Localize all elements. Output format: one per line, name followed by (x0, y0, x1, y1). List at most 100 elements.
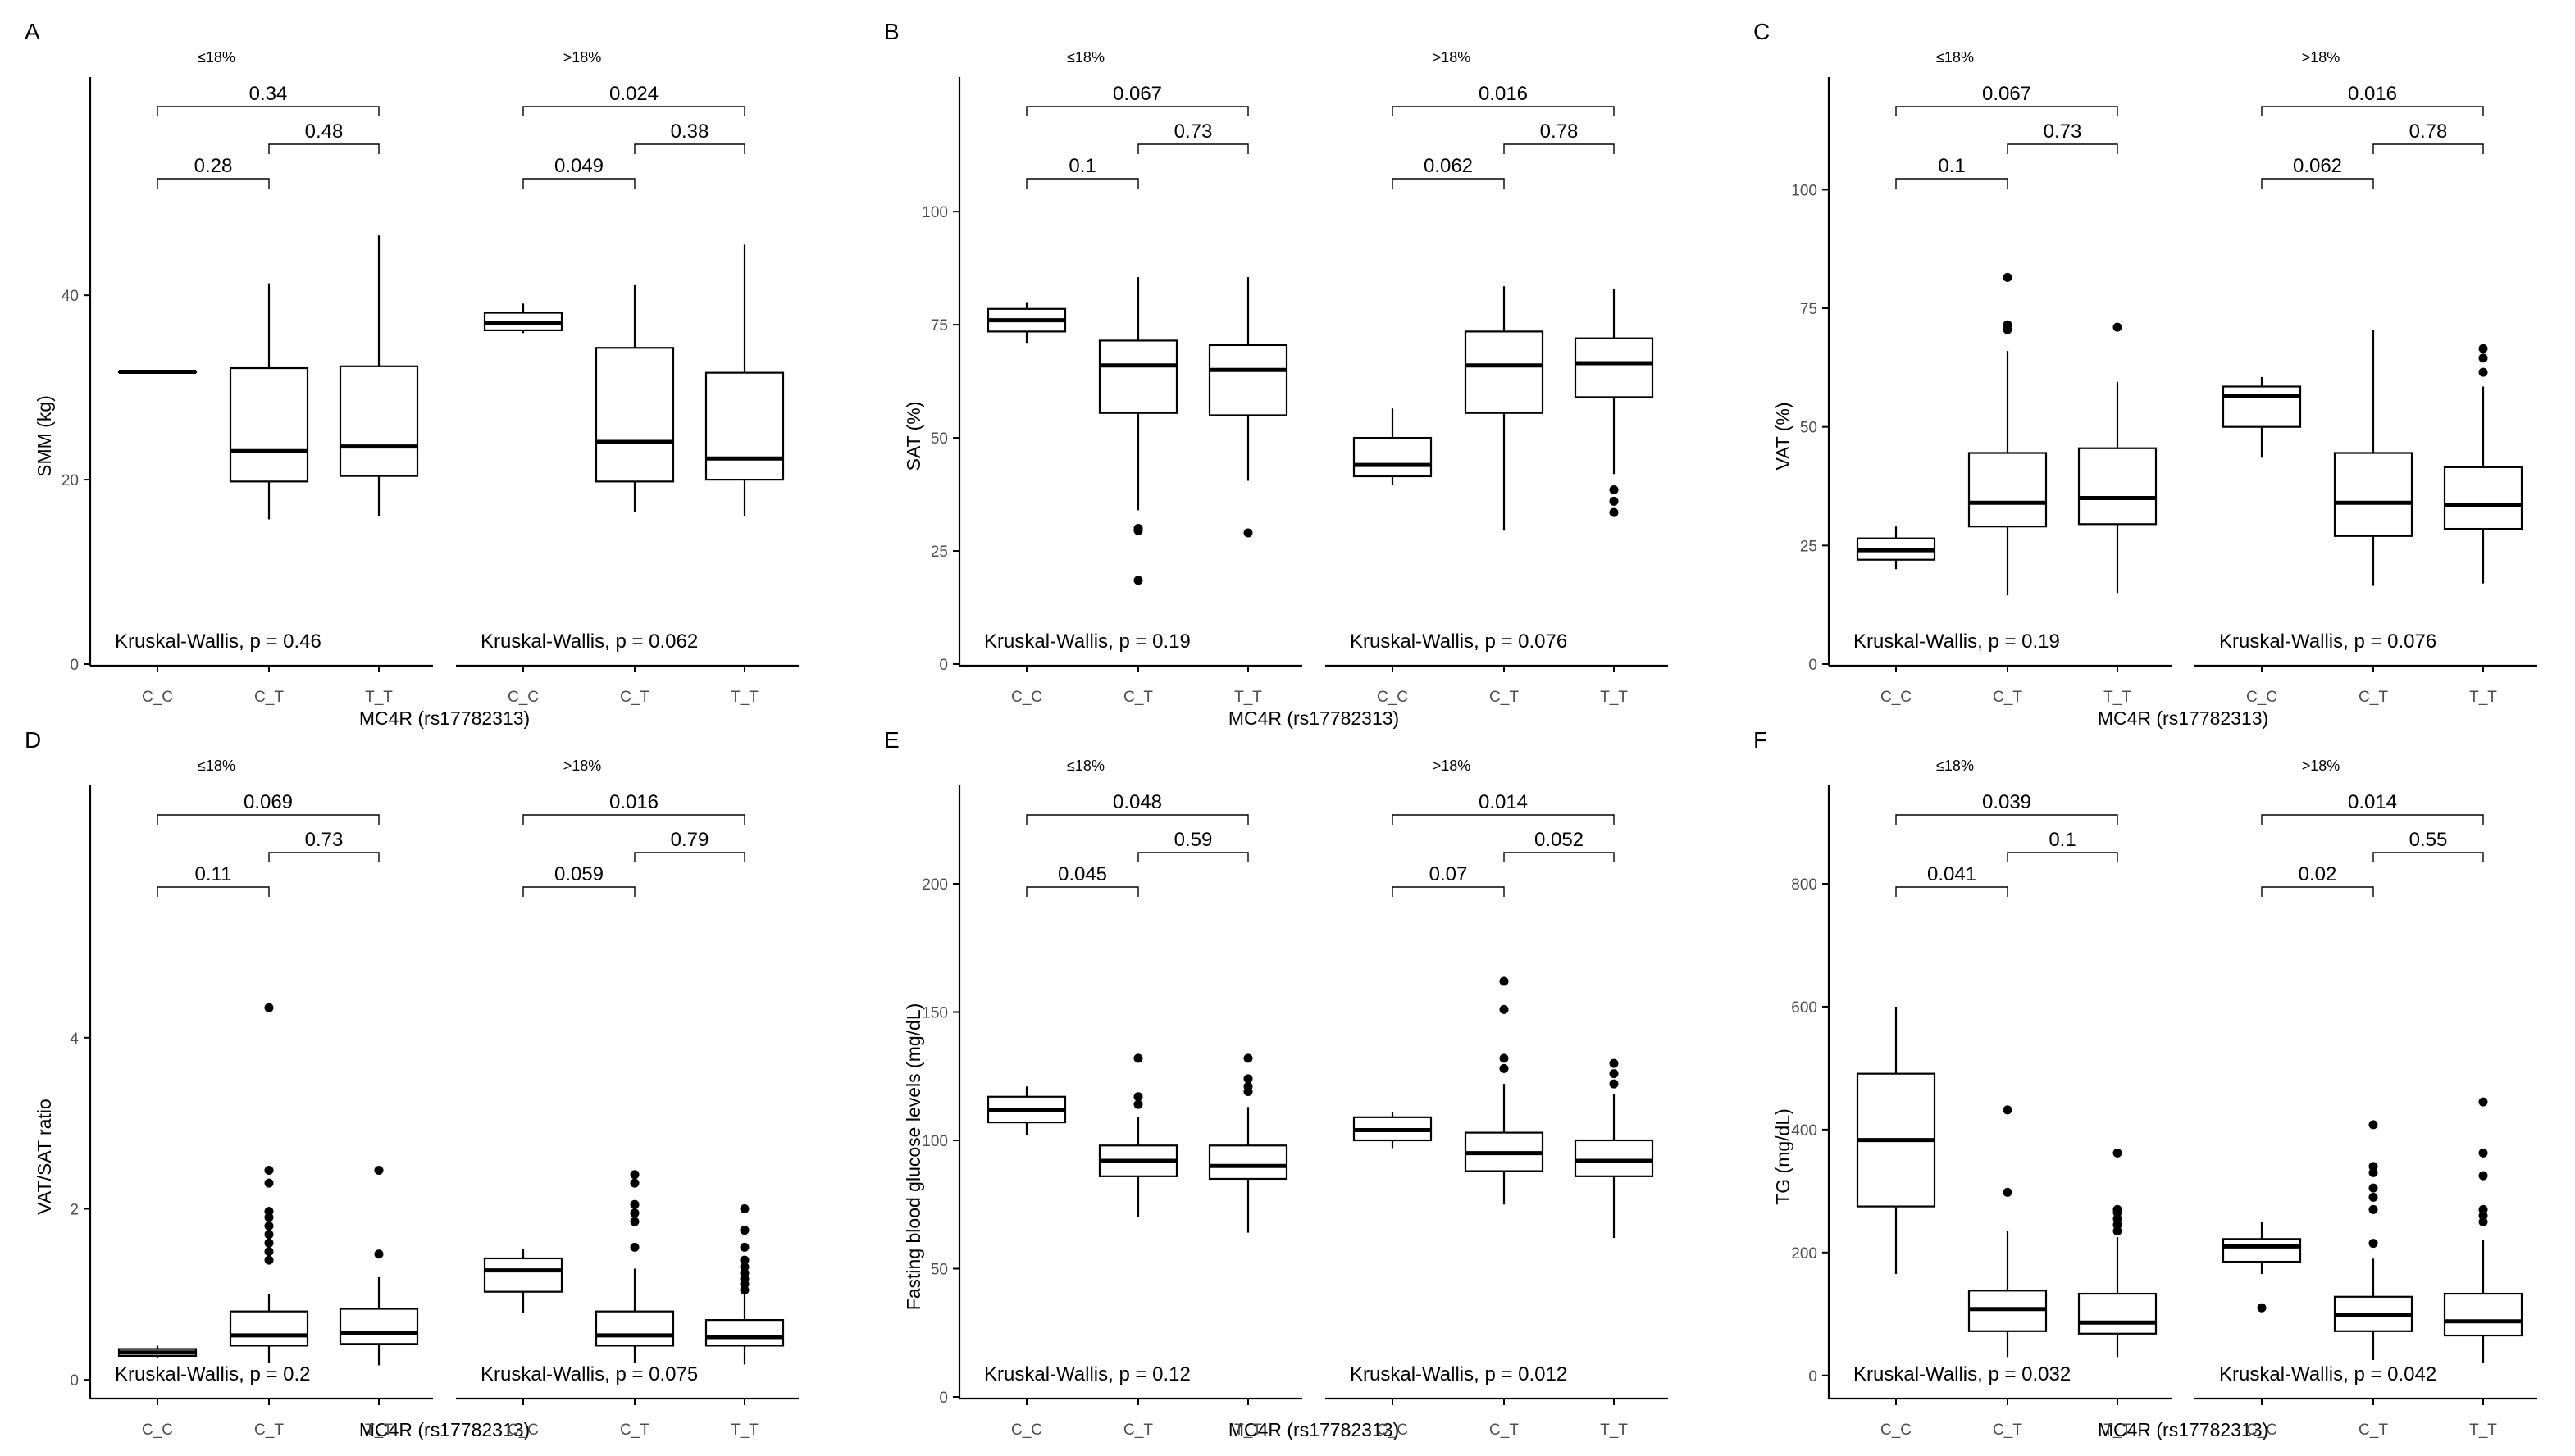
x-axis-title: MC4R (rs17782313) (359, 1419, 530, 1440)
y-tick-label: 800 (1791, 876, 1817, 894)
panel-letter: C (1753, 19, 1770, 44)
bracket-line (1026, 106, 1249, 116)
comparison-bracket: 0.069 (157, 791, 380, 825)
panel-c: C 0 25 50 75 100 VAT (%) MC4R (rs17782313) ≤18% C… (1753, 19, 2537, 729)
y-tick-label: 0 (939, 1390, 948, 1407)
x-tick-label: C_T (1489, 689, 1519, 706)
comparison-pvalue: 0.067 (1982, 83, 2031, 105)
bracket-line (522, 106, 745, 116)
panel-letter: B (884, 19, 900, 44)
outlier-point (630, 1217, 640, 1226)
comparison-pvalue: 0.38 (671, 121, 709, 143)
outlier-point (264, 1230, 274, 1240)
y-tick-label: 50 (931, 1262, 948, 1279)
outlier-point (2368, 1192, 2378, 1202)
outlier-point (2368, 1183, 2378, 1193)
facet-label: >18% (2302, 49, 2340, 66)
comparison-bracket: 0.28 (157, 155, 270, 189)
outlier-point (2478, 1148, 2488, 1158)
y-tick-label: 25 (931, 544, 948, 561)
comparison-bracket: 0.55 (2372, 829, 2484, 862)
bracket-line (1895, 106, 2118, 116)
panel-b: B 0 25 50 75 100 SAT (%) MC4R (rs17782313) ≤18% C… (884, 19, 1668, 729)
x-axis-title: MC4R (rs17782313) (2098, 1419, 2268, 1440)
comparison-pvalue: 0.045 (1058, 863, 1107, 885)
x-tick-label: C_C (142, 1422, 173, 1439)
y-tick-label: 100 (922, 204, 948, 221)
panel-letter: A (25, 19, 40, 44)
y-axis-title: Fasting blood glucose levels (mg/dL) (903, 1003, 924, 1311)
kruskal-wallis-label: Kruskal-Wallis, p = 0.19 (1853, 630, 2060, 653)
outlier-point (2478, 1097, 2488, 1107)
box-c-t: C_T (1464, 976, 1544, 1439)
bracket-line (1392, 178, 1505, 189)
x-tick-label: C_C (1880, 1422, 1912, 1439)
facet-label: ≤18% (1936, 49, 1974, 66)
outlier-point (1499, 1063, 1509, 1073)
y-tick-label: 40 (62, 288, 79, 305)
outlier-point (1243, 528, 1253, 538)
comparison-bracket: 0.048 (1026, 791, 1249, 825)
comparison-bracket: 0.016 (2261, 83, 2484, 116)
box-c-t: C_T (1967, 1105, 2048, 1439)
comparison-pvalue: 0.73 (1174, 121, 1213, 143)
box-t-t: T_T (2077, 1148, 2158, 1439)
facet-high: >18% C_C C_T T_T 0.07 0.052 0.014 Kruskal-Walli… (1325, 758, 1668, 1439)
comparison-bracket: 0.039 (1895, 791, 2118, 825)
outlier-point (264, 1255, 274, 1265)
box-t-t: T_T (2443, 344, 2523, 706)
outlier-point (2478, 367, 2488, 377)
comparison-bracket: 0.11 (157, 863, 270, 897)
kruskal-wallis-label: Kruskal-Wallis, p = 0.076 (2219, 630, 2436, 653)
facet-label: ≤18% (1067, 49, 1105, 66)
comparison-pvalue: 0.1 (1069, 155, 1096, 177)
comparison-bracket: 0.062 (1392, 155, 1505, 189)
x-tick-label: C_T (1489, 1422, 1519, 1439)
outlier-point (1609, 1079, 1619, 1089)
comparison-bracket: 0.73 (1137, 121, 1249, 154)
outlier-point (264, 1247, 274, 1257)
outlier-point (740, 1203, 750, 1213)
bracket-line (1392, 886, 1505, 897)
bracket-line (268, 852, 380, 862)
x-tick-label: C_T (620, 1422, 649, 1439)
bracket-line (157, 178, 270, 189)
box-body (2443, 1292, 2523, 1337)
box-c-c: C_C (117, 1345, 198, 1439)
outlier-point (264, 1003, 274, 1012)
box-c-t: C_T (229, 1003, 309, 1439)
outlier-point (2257, 1303, 2267, 1313)
box-body (339, 1308, 419, 1345)
x-tick-label: T_T (1600, 1422, 1628, 1439)
box-body (595, 347, 675, 483)
box-c-t: C_T (595, 284, 675, 706)
outlier-point (2112, 322, 2122, 332)
bracket-line (522, 886, 636, 897)
bracket-line (1895, 814, 2118, 825)
comparison-bracket: 0.062 (2261, 155, 2374, 189)
box-t-t: T_T (2443, 1097, 2523, 1439)
bracket-line (2261, 886, 2374, 897)
comparison-bracket: 0.73 (268, 829, 380, 862)
y-tick-label: 0 (1808, 657, 1817, 674)
kruskal-wallis-label: Kruskal-Wallis, p = 0.2 (115, 1363, 311, 1385)
outlier-point (374, 1166, 384, 1176)
outlier-point (264, 1178, 274, 1188)
comparison-bracket: 0.067 (1026, 83, 1249, 116)
box-t-t: T_T (1574, 288, 1654, 706)
comparison-bracket: 0.34 (157, 83, 380, 116)
bracket-line (2007, 143, 2118, 154)
comparison-bracket: 0.052 (1503, 829, 1615, 862)
x-tick-label: C_C (142, 689, 173, 706)
comparison-pvalue: 0.55 (2409, 829, 2448, 851)
outlier-point (1609, 485, 1619, 495)
bracket-line (1895, 886, 2008, 897)
outlier-point (264, 1166, 274, 1176)
y-tick-label: 100 (1791, 182, 1817, 199)
box-c-c: C_C (1856, 1006, 1936, 1439)
comparison-pvalue: 0.78 (2409, 121, 2448, 143)
box-body (2222, 1238, 2302, 1263)
outlier-point (264, 1238, 274, 1248)
comparison-bracket: 0.78 (2372, 121, 2484, 154)
outlier-point (2003, 1105, 2012, 1115)
